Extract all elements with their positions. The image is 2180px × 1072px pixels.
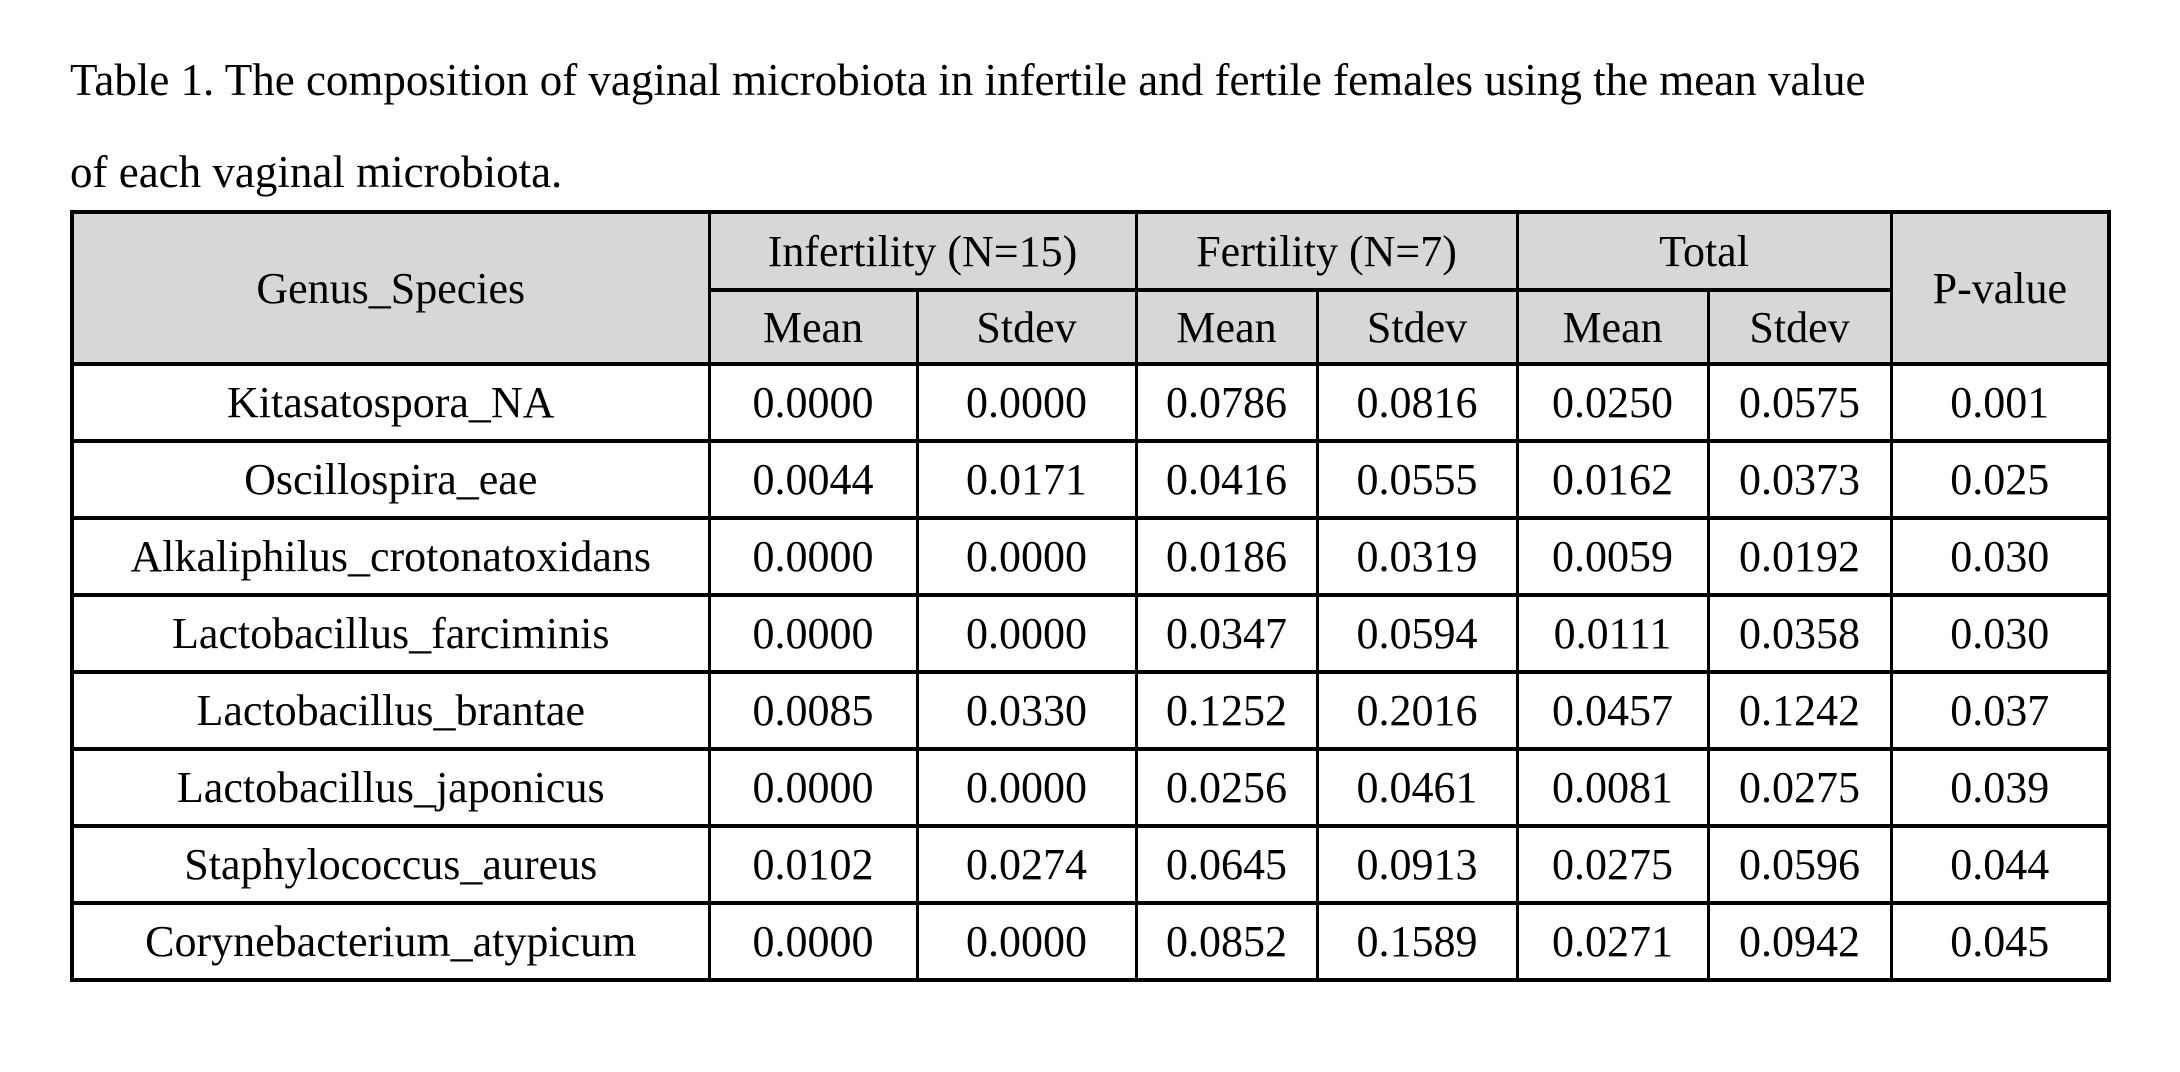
value-cell: 0.1589 [1315, 901, 1519, 982]
value-cell: 0.0913 [1315, 824, 1519, 905]
species-cell: Lactobacillus_japonicus [70, 747, 711, 828]
value-cell: 0.0373 [1706, 439, 1893, 520]
value-cell: 0.0330 [915, 670, 1138, 751]
table-caption: Table 1. The composition of vaginal micr… [70, 34, 1865, 218]
microbiota-table: Genus_Species Infertility (N=15) Fertili… [70, 210, 2112, 982]
value-cell: 0.0816 [1315, 362, 1519, 443]
value-cell: 0.0000 [915, 516, 1138, 597]
value-cell: 0.0347 [1134, 593, 1319, 674]
value-cell: 0.0000 [915, 593, 1138, 674]
table-row: Corynebacterium_atypicum 0.0000 0.0000 0… [70, 901, 2111, 982]
value-cell: 0.0852 [1134, 901, 1319, 982]
value-cell: 0.0594 [1315, 593, 1519, 674]
value-cell: 0.0250 [1515, 362, 1710, 443]
value-cell: 0.0000 [707, 901, 919, 982]
value-cell: 0.030 [1889, 516, 2111, 597]
value-cell: 0.0271 [1515, 901, 1710, 982]
sub-header-infertility-mean: Mean [707, 288, 919, 366]
value-cell: 0.001 [1889, 362, 2111, 443]
sub-header-fertility-mean: Mean [1134, 288, 1319, 366]
sub-header-infertility-stdev: Stdev [915, 288, 1138, 366]
value-cell: 0.2016 [1315, 670, 1519, 751]
value-cell: 0.045 [1889, 901, 2111, 982]
value-cell: 0.1252 [1134, 670, 1319, 751]
value-cell: 0.0461 [1315, 747, 1519, 828]
table-row: Kitasatospora_NA 0.0000 0.0000 0.0786 0.… [70, 362, 2111, 443]
value-cell: 0.0319 [1315, 516, 1519, 597]
value-cell: 0.0555 [1315, 439, 1519, 520]
table-row: Lactobacillus_brantae 0.0085 0.0330 0.12… [70, 670, 2111, 751]
value-cell: 0.0000 [707, 747, 919, 828]
species-cell: Lactobacillus_brantae [70, 670, 711, 751]
col-header-genus-species: Genus_Species [70, 210, 711, 366]
value-cell: 0.0275 [1706, 747, 1893, 828]
col-group-total: Total [1515, 210, 1893, 292]
sub-header-total-mean: Mean [1515, 288, 1710, 366]
value-cell: 0.0274 [915, 824, 1138, 905]
table-row: Oscillospira_eae 0.0044 0.0171 0.0416 0.… [70, 439, 2111, 520]
value-cell: 0.0596 [1706, 824, 1893, 905]
species-cell: Corynebacterium_atypicum [70, 901, 711, 982]
value-cell: 0.0786 [1134, 362, 1319, 443]
table-row: Lactobacillus_japonicus 0.0000 0.0000 0.… [70, 747, 2111, 828]
value-cell: 0.0942 [1706, 901, 1893, 982]
value-cell: 0.0000 [707, 593, 919, 674]
value-cell: 0.0000 [707, 362, 919, 443]
value-cell: 0.1242 [1706, 670, 1893, 751]
value-cell: 0.039 [1889, 747, 2111, 828]
value-cell: 0.025 [1889, 439, 2111, 520]
value-cell: 0.0358 [1706, 593, 1893, 674]
value-cell: 0.0575 [1706, 362, 1893, 443]
value-cell: 0.0000 [707, 516, 919, 597]
species-cell: Staphylococcus_aureus [70, 824, 711, 905]
value-cell: 0.0256 [1134, 747, 1319, 828]
header-group-row: Genus_Species Infertility (N=15) Fertili… [70, 210, 2111, 366]
value-cell: 0.0275 [1515, 824, 1710, 905]
species-cell: Alkaliphilus_crotonatoxidans [70, 516, 711, 597]
col-header-p-value: P-value [1889, 210, 2111, 366]
value-cell: 0.0000 [915, 747, 1138, 828]
caption-line-2: of each vaginal microbiota. [70, 147, 563, 197]
value-cell: 0.0111 [1515, 593, 1710, 674]
value-cell: 0.044 [1889, 824, 2111, 905]
value-cell: 0.0416 [1134, 439, 1319, 520]
species-cell: Lactobacillus_farciminis [70, 593, 711, 674]
sub-header-total-stdev: Stdev [1706, 288, 1893, 366]
value-cell: 0.037 [1889, 670, 2111, 751]
header-sub-row: Mean Stdev Mean Stdev Mean Stdev [72, 288, 2109, 366]
value-cell: 0.0102 [707, 824, 919, 905]
value-cell: 0.0192 [1706, 516, 1893, 597]
table-row: Staphylococcus_aureus 0.0102 0.0274 0.06… [70, 824, 2111, 905]
caption-line-1: Table 1. The composition of vaginal micr… [70, 55, 1866, 105]
value-cell: 0.0186 [1134, 516, 1319, 597]
value-cell: 0.0171 [915, 439, 1138, 520]
value-cell: 0.0000 [915, 362, 1138, 443]
value-cell: 0.030 [1889, 593, 2111, 674]
species-cell: Kitasatospora_NA [70, 362, 711, 443]
value-cell: 0.0059 [1515, 516, 1710, 597]
col-group-fertility: Fertility (N=7) [1134, 210, 1519, 292]
value-cell: 0.0457 [1515, 670, 1710, 751]
value-cell: 0.0000 [915, 901, 1138, 982]
value-cell: 0.0085 [707, 670, 919, 751]
value-cell: 0.0081 [1515, 747, 1710, 828]
species-cell: Oscillospira_eae [70, 439, 711, 520]
value-cell: 0.0044 [707, 439, 919, 520]
value-cell: 0.0162 [1515, 439, 1710, 520]
col-group-infertility: Infertility (N=15) [707, 210, 1138, 292]
table-row: Alkaliphilus_crotonatoxidans 0.0000 0.00… [70, 516, 2111, 597]
value-cell: 0.0645 [1134, 824, 1319, 905]
sub-header-fertility-stdev: Stdev [1315, 288, 1519, 366]
table-row: Lactobacillus_farciminis 0.0000 0.0000 0… [70, 593, 2111, 674]
